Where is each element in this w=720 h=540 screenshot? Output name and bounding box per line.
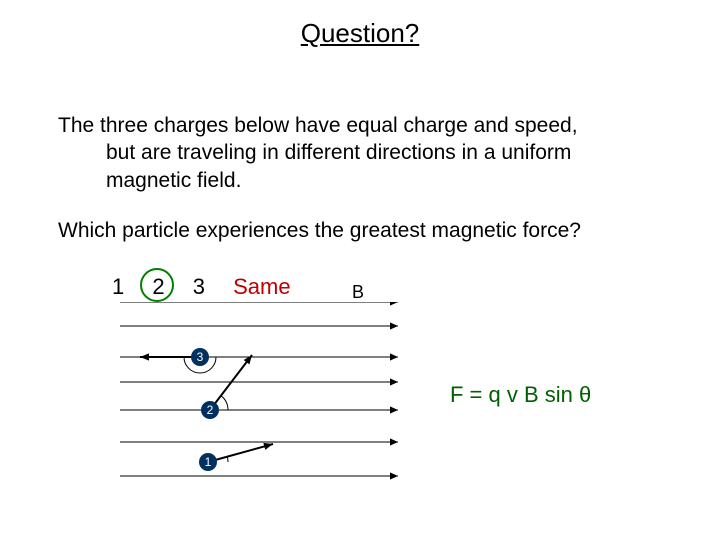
svg-text:3: 3 <box>197 350 204 364</box>
correct-answer-circle-icon <box>140 268 174 302</box>
magnetic-field-label: B <box>352 282 364 303</box>
option-3: 3 <box>193 274 205 300</box>
setup-line-3: magnetic field. <box>58 167 658 194</box>
svg-text:2: 2 <box>207 403 214 417</box>
setup-line-2: but are traveling in different direction… <box>58 139 658 166</box>
diagram-svg: 3 2 1 <box>100 302 400 492</box>
option-1: 1 <box>112 274 124 300</box>
theta-symbol: θ <box>579 382 591 407</box>
formula-text: F = q v B sin <box>450 382 579 407</box>
question-prompt: Which particle experiences the greatest … <box>58 219 678 243</box>
setup-line-1: The three charges below have equal charg… <box>58 114 578 137</box>
lorentz-force-formula: F = q v B sin θ <box>450 382 591 408</box>
question-setup-text: The three charges below have equal charg… <box>58 112 658 194</box>
page-title: Question? <box>0 18 720 49</box>
option-same: Same <box>233 274 290 300</box>
field-diagram: 3 2 1 <box>100 302 400 497</box>
svg-text:1: 1 <box>205 455 212 469</box>
